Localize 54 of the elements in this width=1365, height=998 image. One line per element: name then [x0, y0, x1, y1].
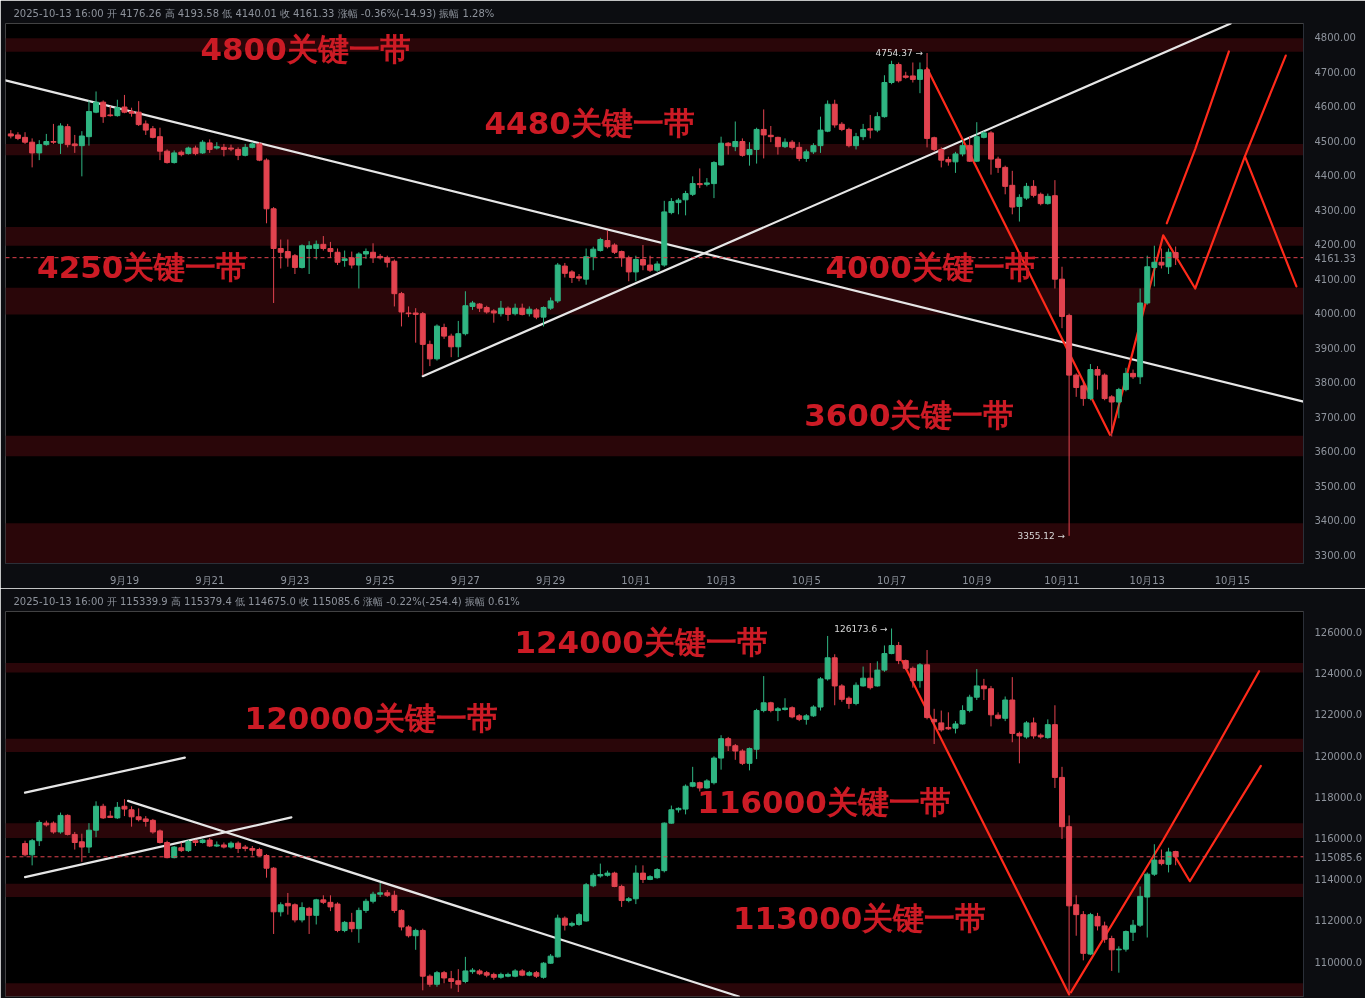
x-tick-label: 10月7: [877, 574, 907, 586]
y-tick-label: 116000.0: [1314, 832, 1363, 844]
annotation: 120000关键一带: [244, 699, 498, 736]
annotation: 126173.6 →: [834, 623, 889, 634]
y-tick-label: 4300.00: [1314, 204, 1356, 216]
annotation: 4754.37 →: [875, 48, 924, 59]
y-tick-label: 3600.00: [1314, 446, 1356, 458]
y-tick-label: 122000.0: [1314, 709, 1363, 721]
x-tick-label: 9月29: [536, 574, 566, 586]
x-tick-label: 9月25: [365, 574, 395, 586]
x-tick-label: 10月15: [1214, 574, 1251, 586]
y-tick-label: 112000.0: [1314, 915, 1363, 927]
y-tick-label: 124000.0: [1314, 668, 1363, 680]
x-tick-label: 10月11: [1044, 574, 1080, 586]
x-tick-label: 9月21: [195, 574, 225, 586]
y-tick-label: 4100.00: [1314, 273, 1356, 285]
y-tick-label: 3800.00: [1314, 377, 1356, 389]
x-tick-label: 9月19: [109, 574, 140, 586]
y-tick-label: 118000.0: [1314, 791, 1363, 803]
y-tick-label: 3300.00: [1314, 549, 1356, 561]
annotation: 113000关键一带: [732, 900, 987, 937]
y-tick-label: 3700.00: [1314, 411, 1356, 423]
y-tick-label: 3900.00: [1314, 342, 1356, 354]
annotation: 4250关键一带: [37, 248, 248, 285]
x-tick-label: 10月5: [791, 574, 821, 586]
y-tick-label: 4500.00: [1314, 135, 1356, 147]
x-tick-label: 9月27: [450, 574, 480, 586]
y-tick-label: 114000.0: [1314, 874, 1363, 886]
annotation: 124000关键一带: [514, 623, 768, 660]
x-tick-label: 10月13: [1129, 574, 1165, 586]
y-tick-label: 110000.0: [1314, 956, 1363, 968]
annotation: 4480关键一带: [484, 104, 695, 141]
chart-subtitle: 2025-10-13 16:00 开 115339.9 高 115379.4 低 114675.0 收 115085.6 涨幅 -0.22%(-254.4) 振幅 0.61%: [13, 595, 520, 607]
annotation: 3600关键一带: [804, 396, 1015, 433]
y-tick-label: 4200.00: [1314, 239, 1356, 251]
y-tick-label: 4000.00: [1314, 308, 1356, 320]
x-tick-label: 10月9: [962, 574, 992, 586]
x-tick-label: 10月1: [621, 574, 651, 586]
y-tick-label: 120000.0: [1314, 750, 1363, 762]
x-tick-label: 9月23: [280, 574, 310, 586]
y-tick-label: 4700.00: [1314, 66, 1356, 78]
chart-subtitle: 2025-10-13 16:00 开 4176.26 高 4193.58 低 4140.01 收 4161.33 涨幅 -0.36%(-14.93) 振幅 1.28%: [13, 7, 495, 19]
y-tick-label: 4800.00: [1314, 32, 1356, 44]
y-tick-label: 126000.0: [1314, 627, 1363, 639]
annotation: 4800关键一带: [200, 31, 411, 68]
annotation: 3355.12 →: [1017, 530, 1066, 541]
x-tick-label: 10月3: [706, 574, 736, 586]
y-tick-label: 4400.00: [1314, 170, 1356, 182]
y-tick-label: 4600.00: [1314, 101, 1356, 113]
y-tick-label: 3400.00: [1314, 515, 1356, 527]
ref-line-label: 115085.6: [1314, 851, 1363, 863]
ref-line-label: 4161.33: [1314, 252, 1356, 264]
y-tick-label: 3500.00: [1314, 480, 1356, 492]
annotation: 116000关键一带: [697, 784, 951, 821]
